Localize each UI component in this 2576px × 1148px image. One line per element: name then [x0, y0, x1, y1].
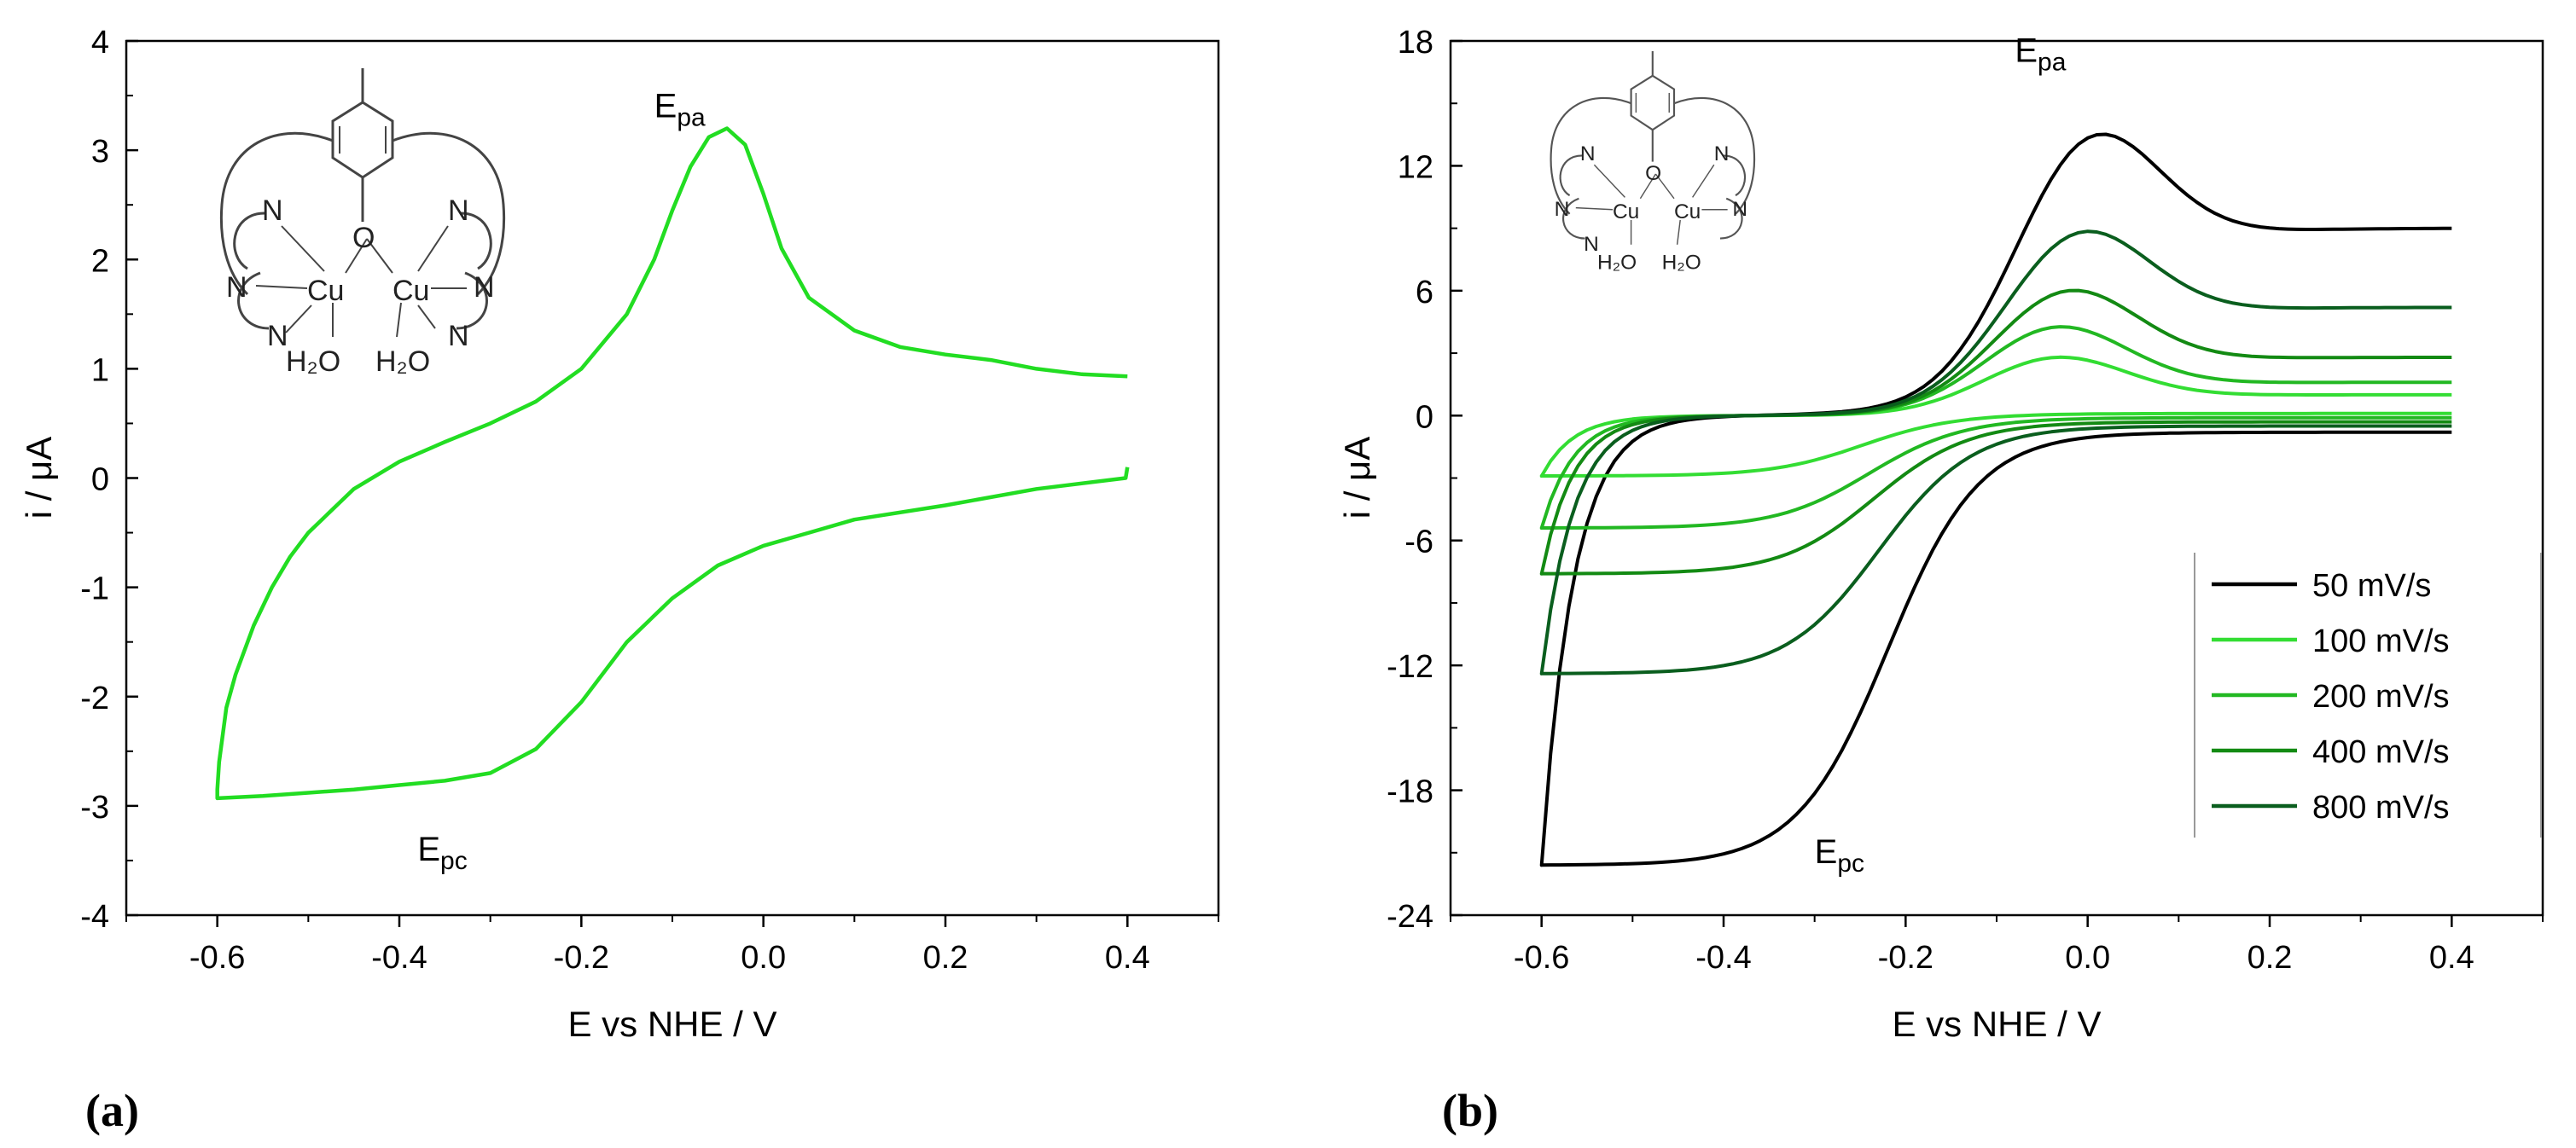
water-ligand: H₂O [375, 345, 430, 378]
y-axis-label: i / μA [1337, 437, 1377, 519]
legend-label: 100 mV/s [2312, 623, 2450, 659]
annotation-epa: Epa [2015, 32, 2066, 76]
x-tick-label: 0.4 [1105, 940, 1150, 976]
x-tick-label: -0.2 [1878, 940, 1933, 976]
atom-o: O [1645, 162, 1661, 185]
atom-n: N [226, 271, 247, 304]
x-axis-label: E vs NHE / V [567, 1004, 776, 1044]
plot-frame [125, 39, 1220, 917]
dicopper-complex-structure: N N N O Cu Cu N N H₂O H₂O [1550, 51, 1756, 275]
annotation-main: E [654, 88, 677, 125]
water-ligand: H₂O [1597, 252, 1637, 275]
series-line [215, 126, 1130, 801]
series-group [215, 126, 1130, 801]
atom-n: N [1584, 233, 1599, 256]
y-axis-ticks: -24 -18 -12 -6 0 6 12 18 [1387, 25, 1462, 935]
y-tick-label: 6 [1416, 275, 1433, 310]
atom-n: N [474, 271, 495, 304]
y-tick-label: -24 [1387, 899, 1433, 935]
atom-cu: Cu [307, 275, 344, 307]
series-line [1539, 132, 2452, 867]
water-ligand: H₂O [1662, 252, 1701, 275]
y-axis-ticks: -4 -3 -2 -1 0 1 2 3 4 [80, 25, 138, 935]
series-group [1539, 132, 2452, 867]
atom-cu: Cu [1613, 200, 1639, 223]
atom-n: N [448, 194, 469, 227]
y-tick-label: -3 [80, 790, 109, 826]
x-tick-label: -0.6 [189, 940, 245, 976]
atom-cu: Cu [393, 275, 429, 307]
annotation-epa: Epa [654, 88, 706, 132]
atom-o: O [352, 222, 375, 254]
atom-n: N [1580, 142, 1596, 165]
y-tick-label: 1 [91, 352, 109, 388]
water-ligand: H₂O [286, 345, 340, 378]
panel-label-a: (a) [85, 1085, 139, 1136]
y-tick-label: 18 [1398, 25, 1433, 61]
legend-label: 400 mV/s [2312, 734, 2450, 770]
x-axis-label: E vs NHE / V [1892, 1004, 2101, 1044]
y-tick-label: -2 [80, 681, 109, 716]
annotation-sub: pa [677, 104, 706, 132]
plot-frame [1449, 39, 2544, 917]
x-tick-label: -0.4 [371, 940, 427, 976]
series-line [1539, 288, 2452, 576]
annotation-sub: pa [2038, 48, 2067, 76]
annotation-sub: pc [440, 847, 468, 875]
y-tick-label: 4 [91, 25, 109, 61]
atom-n: N [1555, 198, 1570, 221]
panel-label-b: (b) [1442, 1085, 1498, 1136]
atom-n: N [1714, 142, 1730, 165]
y-tick-label: -6 [1404, 525, 1433, 560]
y-tick-label: 0 [91, 462, 109, 498]
atom-cu: Cu [1674, 200, 1701, 223]
y-tick-label: -12 [1387, 649, 1433, 685]
annotation-epc: Epc [417, 831, 467, 875]
annotation-main: E [1815, 833, 1838, 871]
y-tick-label: -18 [1387, 774, 1433, 810]
y-tick-label: 12 [1398, 149, 1433, 185]
annotation-main: E [417, 831, 440, 868]
x-tick-label: 0.4 [2429, 940, 2474, 976]
legend-label: 200 mV/s [2312, 679, 2450, 715]
y-tick-label: 3 [91, 134, 109, 170]
y-tick-label: 0 [1416, 399, 1433, 435]
x-axis-ticks: -0.6 -0.4 -0.2 0.0 0.2 0.4 [1450, 915, 2544, 976]
annotation-sub: pc [1837, 849, 1864, 878]
dicopper-complex-structure: N N N O Cu Cu N N N H₂O H₂O [219, 68, 506, 378]
series-line [1539, 229, 2452, 675]
legend: 50 mV/s 100 mV/s 200 mV/s 400 mV/s 800 mV/s [2194, 553, 2542, 838]
x-tick-label: -0.6 [1514, 940, 1569, 976]
x-tick-label: 0.0 [2065, 940, 2110, 976]
legend-label: 50 mV/s [2312, 568, 2431, 604]
series-line [1539, 355, 2452, 478]
x-tick-label: 0.2 [923, 940, 968, 976]
atom-n: N [448, 320, 469, 352]
x-tick-label: -0.4 [1695, 940, 1751, 976]
legend-label: 800 mV/s [2312, 790, 2450, 826]
x-tick-label: -0.2 [554, 940, 609, 976]
y-tick-label: 2 [91, 243, 109, 279]
annotation-epc: Epc [1815, 833, 1864, 878]
x-tick-label: 0.0 [741, 940, 786, 976]
atom-n: N [267, 320, 288, 352]
atom-n: N [262, 194, 283, 227]
annotation-main: E [2015, 32, 2038, 69]
x-axis-ticks: -0.6 -0.4 -0.2 0.0 0.2 0.4 [125, 915, 1219, 976]
atom-n: N [1732, 198, 1747, 221]
y-axis-label: i / μA [19, 437, 59, 519]
series-line [1539, 325, 2452, 531]
x-tick-label: 0.2 [2247, 940, 2293, 976]
y-tick-label: -4 [80, 899, 109, 935]
y-tick-label: -1 [80, 571, 109, 607]
